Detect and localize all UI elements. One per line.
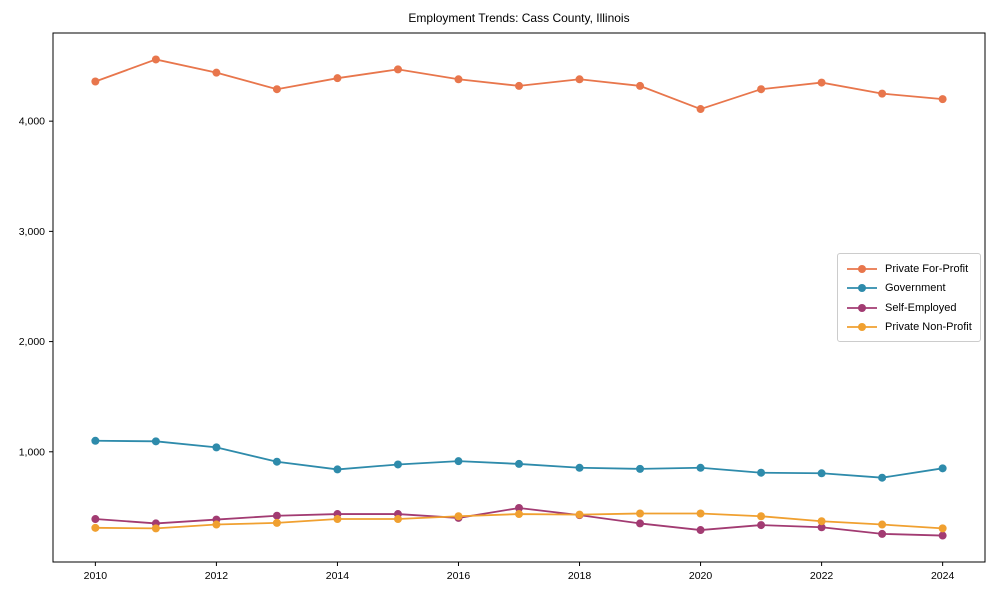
data-point [151,55,160,64]
data-point [938,464,947,473]
data-point [393,515,402,524]
y-tick-label: 1,000 [19,446,45,458]
data-point [212,520,221,529]
data-point [393,460,402,469]
legend-label: Private Non-Profit [885,321,972,334]
data-point [938,95,947,104]
y-tick-label: 4,000 [19,116,45,128]
data-point [878,529,887,538]
data-point [454,457,463,466]
data-point [212,443,221,452]
data-point [938,531,947,540]
data-point [817,523,826,532]
axes-frame [52,32,986,563]
data-point [636,509,645,518]
data-point [757,512,766,521]
data-point [333,515,342,524]
legend-line-marker-icon [847,323,877,332]
data-point [393,65,402,74]
data-point [515,81,523,90]
legend-item: Government [846,279,972,299]
data-point [757,468,766,477]
data-point [636,81,645,90]
data-point [696,463,705,472]
y-tick-label: 3,000 [19,226,45,238]
x-tick-label: 2020 [689,570,713,582]
legend-item: Private For-Profit [846,259,972,279]
legend-label: Self-Employed [885,301,957,314]
data-point [272,457,281,466]
chart-title: Employment Trends: Cass County, Illinois [408,11,630,25]
y-tick-label: 2,000 [19,336,45,348]
data-point [212,68,221,77]
x-tick-label: 2010 [84,570,108,582]
data-point [696,105,705,114]
data-point [91,515,100,524]
data-point [575,510,584,519]
legend-line-marker-icon [847,284,877,293]
data-point [757,521,766,530]
data-point [333,74,342,83]
data-point [878,520,887,529]
data-point [575,463,584,472]
x-tick-label: 2018 [568,570,592,582]
data-point [333,465,342,474]
data-point [636,519,645,528]
data-point [696,526,705,535]
data-point [696,509,705,518]
data-point [757,85,766,94]
data-point [817,517,826,526]
data-point [575,75,584,84]
data-point [454,512,463,521]
legend: Private For-Profit Government Self-Emplo… [837,253,981,342]
data-point [272,85,281,94]
series-line [95,439,943,479]
legend-line-marker-icon [847,264,877,273]
legend-label: Private For-Profit [885,262,969,275]
data-point [272,518,281,527]
data-point [817,78,826,87]
data-point [91,523,100,532]
legend-item: Private Non-Profit [846,318,972,338]
x-tick-label: 2016 [447,570,471,582]
data-point [817,469,826,478]
legend-label: Government [885,282,946,295]
data-point [878,473,887,482]
data-point [515,510,523,519]
data-point [151,524,160,533]
x-tick-label: 2012 [205,570,229,582]
x-tick-label: 2024 [931,570,955,582]
data-point [272,511,281,520]
data-point [454,75,463,84]
data-point [878,89,887,98]
x-tick-label: 2014 [326,570,350,582]
data-point [151,437,160,446]
x-tick-label: 2022 [810,570,834,582]
data-point [636,464,645,473]
data-point [515,459,523,468]
legend-line-marker-icon [847,303,877,312]
data-point [515,503,523,512]
data-point [91,436,100,445]
data-point [91,77,100,86]
legend-item: Self-Employed [846,298,972,318]
data-point [938,524,947,533]
